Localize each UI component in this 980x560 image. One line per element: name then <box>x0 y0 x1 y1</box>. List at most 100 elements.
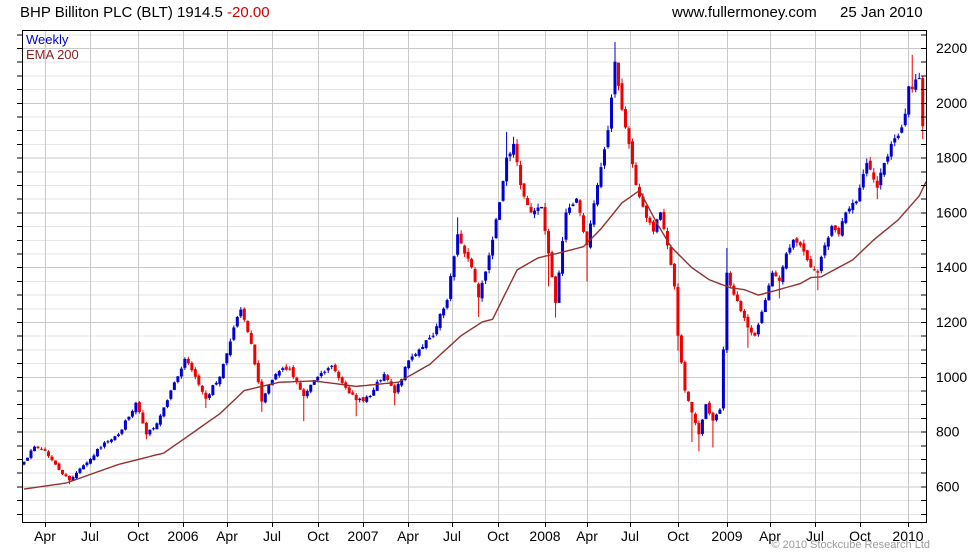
candle <box>211 384 215 396</box>
candle <box>536 203 540 215</box>
chart-title: BHP Billiton PLC (BLT) 1914.5 -20.00 <box>20 4 270 21</box>
candle <box>442 307 446 319</box>
candle <box>651 219 655 235</box>
candle <box>253 344 257 366</box>
candle <box>158 413 162 427</box>
candle <box>865 158 869 177</box>
candle <box>295 376 299 385</box>
candle <box>725 248 729 353</box>
candle <box>487 252 491 274</box>
candle <box>218 375 222 387</box>
site-url: www.fullermoney.com <box>672 4 817 21</box>
candle <box>795 237 799 247</box>
candle <box>540 206 544 209</box>
candle <box>648 216 652 226</box>
candle <box>197 373 201 387</box>
x-axis-label: Apr <box>216 528 238 544</box>
candle <box>333 363 337 373</box>
candle <box>347 385 351 394</box>
candle <box>22 461 26 466</box>
candle <box>358 397 362 403</box>
candle <box>672 263 676 290</box>
candle <box>564 208 568 243</box>
candle <box>57 462 61 471</box>
candle <box>36 445 40 450</box>
candle <box>102 441 106 449</box>
x-axis-label: 2009 <box>711 528 742 544</box>
candle <box>508 151 512 162</box>
candle <box>330 364 334 370</box>
candle <box>393 384 397 406</box>
candle <box>914 73 918 93</box>
candle <box>512 136 516 158</box>
candle <box>609 94 613 133</box>
candle <box>134 401 138 415</box>
price-change: -20.00 <box>227 4 270 21</box>
candle <box>151 427 155 431</box>
candle <box>46 450 50 458</box>
candle <box>749 325 753 336</box>
candle <box>445 298 449 310</box>
candle <box>277 369 281 378</box>
candle <box>634 162 638 186</box>
candle <box>130 409 134 419</box>
candle <box>109 438 113 444</box>
candle <box>561 237 565 276</box>
x-axis-label: Jul <box>81 528 99 544</box>
candle <box>99 445 103 451</box>
candle <box>606 125 610 149</box>
candle <box>571 202 575 207</box>
candle <box>183 357 187 370</box>
candle <box>718 408 722 415</box>
candle <box>739 300 743 313</box>
candle <box>662 208 666 231</box>
x-axis-label: Oct <box>127 528 149 544</box>
candle <box>693 412 697 426</box>
legend-ema-200: EMA 200 <box>26 47 79 62</box>
candle <box>431 332 435 339</box>
candle <box>50 455 54 462</box>
candle <box>155 422 159 430</box>
plot-border <box>22 30 927 523</box>
candle <box>438 313 442 331</box>
candle <box>917 72 921 80</box>
candle <box>113 435 117 441</box>
candle <box>616 62 620 91</box>
x-axis-label: Oct <box>307 528 329 544</box>
candle <box>903 108 907 127</box>
candle <box>760 310 764 324</box>
candle <box>456 217 460 257</box>
candle <box>630 138 634 168</box>
candle <box>449 273 453 302</box>
candle <box>116 432 120 437</box>
legend-weekly: Weekly <box>26 32 69 47</box>
y-axis-label: 800 <box>936 424 960 440</box>
candle <box>721 346 725 411</box>
candle <box>788 244 792 255</box>
candle <box>627 126 631 149</box>
candle <box>263 392 267 404</box>
candle <box>910 54 914 93</box>
chart-date: 25 Jan 2010 <box>840 4 923 21</box>
candle <box>225 353 229 366</box>
candle <box>242 307 246 322</box>
grid-minor-layer <box>22 34 926 515</box>
candle <box>291 365 295 379</box>
candle <box>354 393 358 417</box>
y-axis-label: 600 <box>936 478 960 494</box>
candle <box>246 320 250 334</box>
candle <box>697 420 701 452</box>
candle <box>519 160 523 190</box>
candle <box>365 395 369 403</box>
x-axis-label: Apr <box>34 528 56 544</box>
candle <box>900 124 904 134</box>
candle <box>781 265 785 285</box>
candle <box>665 227 669 250</box>
candle <box>589 220 593 249</box>
candle <box>714 413 718 422</box>
candle <box>798 241 802 248</box>
candle <box>578 199 582 217</box>
candle <box>683 360 687 393</box>
candle <box>281 366 285 372</box>
candle <box>522 183 526 199</box>
